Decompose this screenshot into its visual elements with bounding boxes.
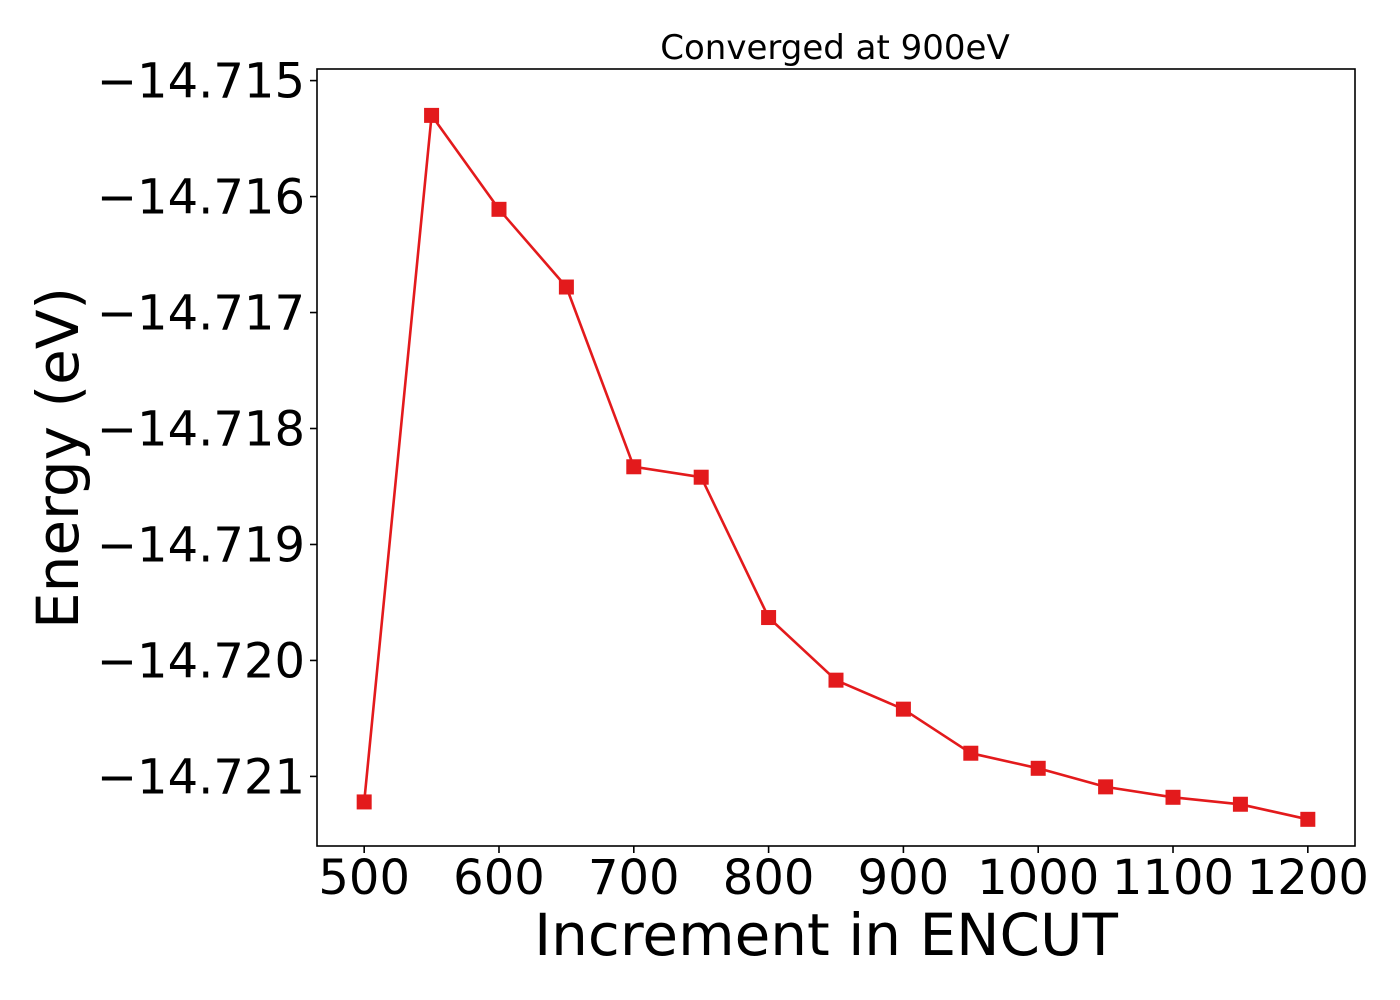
data-point-marker <box>1165 789 1181 805</box>
x-axis: 500 600 700 800 900 1000 1100 1200 <box>318 846 1369 906</box>
y-tick-label: −14.717 <box>97 286 305 342</box>
x-axis-label: Increment in ENCUT <box>534 901 1118 969</box>
y-tick-label: −14.721 <box>97 749 305 805</box>
data-point-marker <box>424 107 440 123</box>
plot-area <box>356 107 1316 827</box>
data-point-marker <box>1232 796 1248 812</box>
y-axis: −14.715 −14.716 −14.717 −14.718 −14.719 −14.7… <box>97 54 317 805</box>
data-point-marker <box>895 701 911 717</box>
data-point-marker <box>558 279 574 295</box>
data-point-marker <box>626 459 642 475</box>
x-tick-label: 500 <box>318 850 410 906</box>
y-tick-label: −14.715 <box>97 54 305 110</box>
data-point-marker <box>693 469 709 485</box>
data-point-marker <box>828 672 844 688</box>
data-point-marker <box>1030 760 1046 776</box>
data-point-marker <box>356 794 372 810</box>
y-axis-label: Energy (eV) <box>24 287 92 629</box>
plot-frame <box>316 68 1356 847</box>
series-line <box>362 114 1309 821</box>
x-tick-label: 700 <box>588 850 680 906</box>
x-tick-label: 900 <box>858 850 950 906</box>
y-tick-label: −14.718 <box>97 402 305 458</box>
x-tick-label: 1100 <box>1112 850 1234 906</box>
chart-title: Converged at 900eV <box>660 28 1009 68</box>
data-point-marker <box>963 745 979 761</box>
x-tick-label: 1200 <box>1247 850 1369 906</box>
y-tick-label: −14.716 <box>97 170 305 226</box>
x-tick-label: 800 <box>723 850 815 906</box>
data-point-marker <box>1300 811 1316 827</box>
data-point-marker <box>491 201 507 217</box>
x-tick-label: 1000 <box>977 850 1099 906</box>
data-point-marker <box>1098 779 1114 795</box>
x-tick-label: 600 <box>453 850 545 906</box>
y-tick-label: −14.720 <box>97 633 305 689</box>
y-tick-label: −14.719 <box>97 517 305 573</box>
data-point-marker <box>761 610 777 626</box>
